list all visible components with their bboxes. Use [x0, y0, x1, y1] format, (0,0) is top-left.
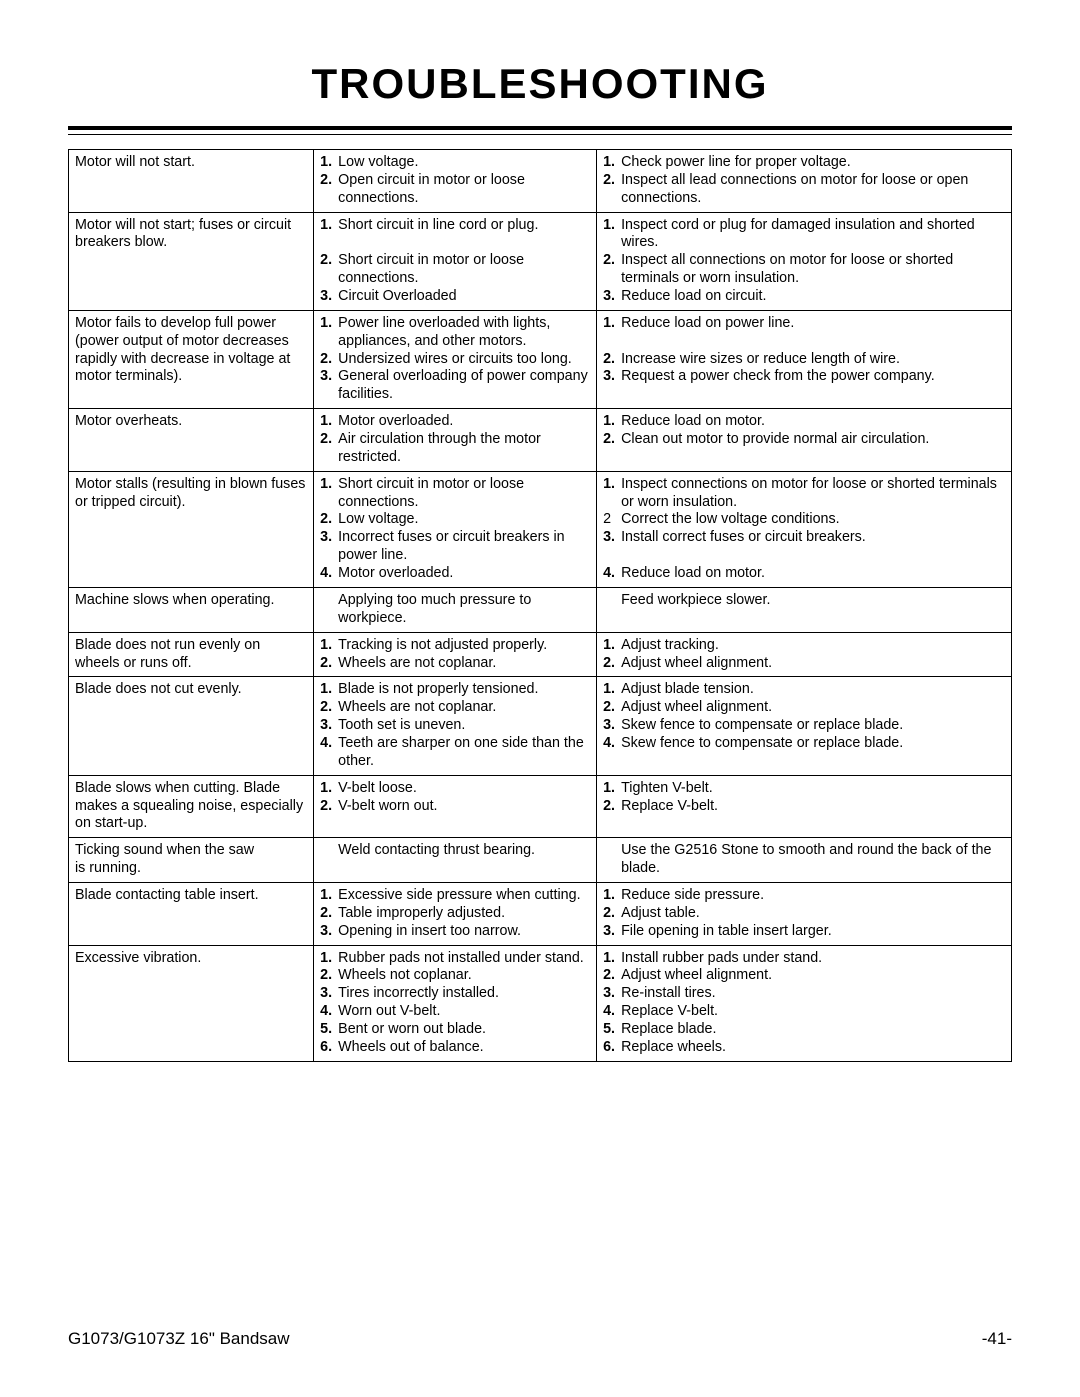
cause-cell: 1.Low voltage.2.Open circuit in motor or…	[314, 150, 597, 213]
problem-cell: Machine slows when operating.	[69, 587, 314, 632]
table-row: Motor fails to develop full power (power…	[69, 310, 1012, 408]
table-row: Blade does not run evenly on wheels or r…	[69, 632, 1012, 677]
problem-cell: Motor fails to develop full power (power…	[69, 310, 314, 408]
table-row: Motor will not start.1.Low voltage.2.Ope…	[69, 150, 1012, 213]
cause-cell: 1.Rubber pads not installed under stand.…	[314, 945, 597, 1061]
troubleshooting-table: Motor will not start.1.Low voltage.2.Ope…	[68, 149, 1012, 1062]
cause-cell: 1.Motor overloaded.2.Air circulation thr…	[314, 409, 597, 472]
table-row: Motor overheats.1.Motor overloaded.2.Air…	[69, 409, 1012, 472]
problem-cell: Motor stalls (resulting in blown fuses o…	[69, 471, 314, 587]
remedy-cell: 1.Adjust tracking.2.Adjust wheel alignme…	[597, 632, 1012, 677]
page-title: TROUBLESHOOTING	[68, 60, 1012, 108]
table-row: Motor will not start; fuses or circuit b…	[69, 212, 1012, 310]
problem-cell: Ticking sound when the saw is running.	[69, 838, 314, 883]
cause-cell: 1.Short circuit in line cord or plug. 2.…	[314, 212, 597, 310]
title-rule-thick	[68, 126, 1012, 130]
problem-cell: Motor will not start; fuses or circuit b…	[69, 212, 314, 310]
remedy-cell: Feed workpiece slower.	[597, 587, 1012, 632]
table-row: Ticking sound when the saw is running.We…	[69, 838, 1012, 883]
problem-cell: Blade does not run evenly on wheels or r…	[69, 632, 314, 677]
remedy-cell: 1.Adjust blade tension.2.Adjust wheel al…	[597, 677, 1012, 775]
cause-cell: 1.Excessive side pressure when cutting.2…	[314, 882, 597, 945]
cause-cell: 1.Power line overloaded with lights, app…	[314, 310, 597, 408]
footer-right: -41-	[982, 1329, 1012, 1349]
problem-cell: Blade does not cut evenly.	[69, 677, 314, 775]
remedy-cell: 1.Reduce load on motor.2.Clean out motor…	[597, 409, 1012, 472]
table-row: Blade contacting table insert.1.Excessiv…	[69, 882, 1012, 945]
problem-cell: Blade contacting table insert.	[69, 882, 314, 945]
footer-left: G1073/G1073Z 16" Bandsaw	[68, 1329, 290, 1349]
remedy-cell: 1.Install rubber pads under stand.2.Adju…	[597, 945, 1012, 1061]
remedy-cell: 1.Inspect connections on motor for loose…	[597, 471, 1012, 587]
problem-cell: Motor will not start.	[69, 150, 314, 213]
remedy-cell: 1.Reduce load on power line. 2.Increase …	[597, 310, 1012, 408]
remedy-cell: 1.Tighten V-belt.2.Replace V-belt.	[597, 775, 1012, 838]
table-row: Blade slows when cutting. Blade makes a …	[69, 775, 1012, 838]
table-row: Blade does not cut evenly.1.Blade is not…	[69, 677, 1012, 775]
table-row: Motor stalls (resulting in blown fuses o…	[69, 471, 1012, 587]
page-footer: G1073/G1073Z 16" Bandsaw -41-	[68, 1329, 1012, 1349]
remedy-cell: 1.Check power line for proper voltage.2.…	[597, 150, 1012, 213]
cause-cell: 1.Tracking is not adjusted properly.2.Wh…	[314, 632, 597, 677]
cause-cell: 1.Short circuit in motor or loose connec…	[314, 471, 597, 587]
cause-cell: 1.V-belt loose.2.V-belt worn out.	[314, 775, 597, 838]
problem-cell: Blade slows when cutting. Blade makes a …	[69, 775, 314, 838]
cause-cell: Applying too much pressure to workpiece.	[314, 587, 597, 632]
title-rule-thin	[68, 134, 1012, 135]
problem-cell: Excessive vibration.	[69, 945, 314, 1061]
cause-cell: Weld contacting thrust bearing.	[314, 838, 597, 883]
problem-cell: Motor overheats.	[69, 409, 314, 472]
table-row: Excessive vibration.1.Rubber pads not in…	[69, 945, 1012, 1061]
table-row: Machine slows when operating.Applying to…	[69, 587, 1012, 632]
cause-cell: 1.Blade is not properly tensioned.2.Whee…	[314, 677, 597, 775]
remedy-cell: Use the G2516 Stone to smooth and round …	[597, 838, 1012, 883]
remedy-cell: 1.Inspect cord or plug for damaged insul…	[597, 212, 1012, 310]
remedy-cell: 1.Reduce side pressure.2.Adjust table.3.…	[597, 882, 1012, 945]
